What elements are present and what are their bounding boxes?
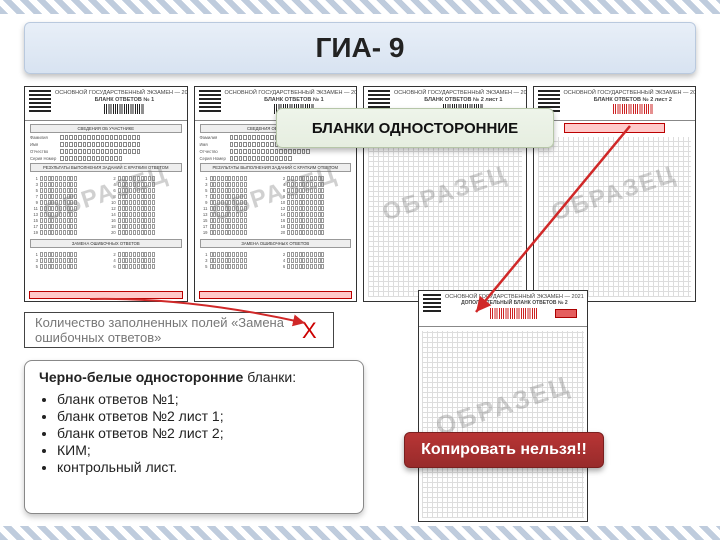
grid-area bbox=[368, 137, 522, 297]
list-item: КИМ; bbox=[57, 442, 351, 458]
barcode-icon bbox=[613, 104, 653, 114]
form-header: ОСНОВНОЙ ГОСУДАРСТВЕННЫЙ ЭКЗАМЕН — 2021 … bbox=[25, 87, 187, 121]
qr-icon bbox=[29, 90, 51, 112]
one-sided-banner: БЛАНКИ ОДНОСТОРОННИЕ bbox=[276, 108, 554, 148]
form1-body: СВЕДЕНИЯ ОБ УЧАСТНИКЕ Фамилия Имя Отчест… bbox=[25, 121, 187, 271]
highlight-strip bbox=[29, 291, 183, 299]
highlight-strip bbox=[564, 123, 666, 133]
list-item: бланк ответов №2 лист 1; bbox=[57, 408, 351, 424]
list-lead: Черно-белые односторонние бланки: bbox=[39, 369, 351, 387]
extra-form-sheet: ОСНОВНОЙ ГОСУДАРСТВЕННЫЙ ЭКЗАМЕН — 2021 … bbox=[418, 290, 588, 522]
no-copy-banner: Копировать нельзя!! bbox=[404, 432, 604, 468]
decorative-border-top bbox=[0, 0, 720, 14]
barcode-icon bbox=[104, 104, 144, 114]
highlight-spot bbox=[555, 309, 577, 318]
barcode-icon bbox=[490, 308, 538, 319]
qr-icon bbox=[199, 90, 221, 112]
form-sheet-2-l2: ОСНОВНОЙ ГОСУДАРСТВЕННЫЙ ЭКЗАМЕН — 2021 … bbox=[533, 86, 697, 302]
grid-area bbox=[422, 331, 584, 518]
list-panel: Черно-белые односторонние бланки: бланк … bbox=[24, 360, 364, 514]
grid-area bbox=[538, 137, 692, 297]
form-sheet-1a: ОСНОВНОЙ ГОСУДАРСТВЕННЫЙ ЭКЗАМЕН — 2021 … bbox=[24, 86, 188, 302]
list-item: бланк ответов №1; bbox=[57, 391, 351, 407]
field-count-caption: Количество заполненных полей «Замена оши… bbox=[24, 312, 334, 348]
title-panel: ГИА- 9 bbox=[24, 22, 696, 74]
list-item: контрольный лист. bbox=[57, 459, 351, 475]
page-title: ГИА- 9 bbox=[316, 32, 405, 64]
highlight-strip bbox=[199, 291, 353, 299]
qr-icon bbox=[423, 294, 441, 312]
list-items: бланк ответов №1; бланк ответов №2 лист … bbox=[39, 391, 351, 475]
red-x-mark: Х bbox=[302, 318, 317, 344]
list-item: бланк ответов №2 лист 2; bbox=[57, 425, 351, 441]
decorative-border-bottom bbox=[0, 526, 720, 540]
